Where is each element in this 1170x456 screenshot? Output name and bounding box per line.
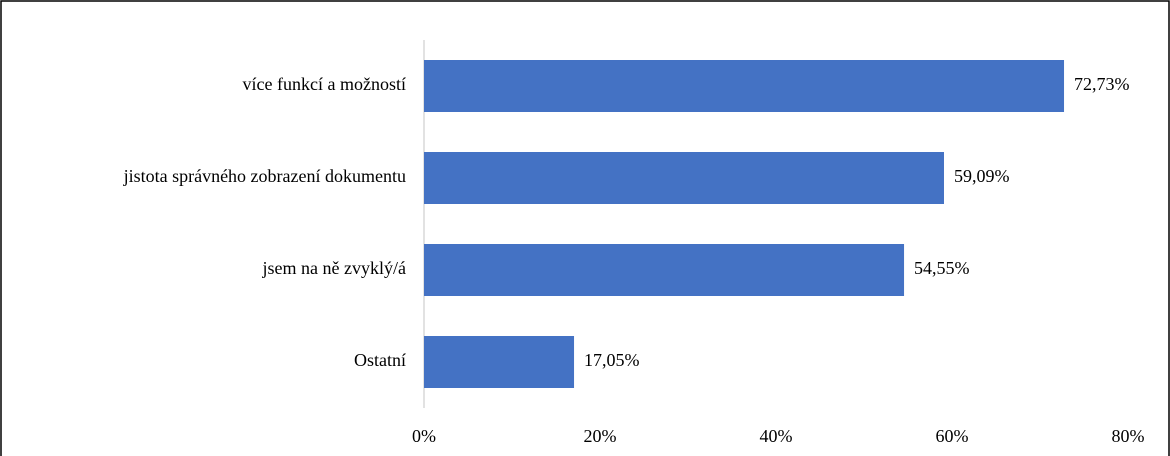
bar [424, 336, 575, 388]
bar [424, 244, 905, 296]
bar [424, 152, 944, 204]
y-tick-label: Ostatní [354, 350, 406, 370]
x-tick-label: 80% [1112, 426, 1145, 446]
y-tick-label: jistota správného zobrazení dokumentu [123, 166, 406, 186]
data-label: 17,05% [584, 350, 640, 370]
y-tick-label: více funkcí a možností [243, 74, 406, 94]
x-tick-label: 0% [412, 426, 436, 446]
x-tick-label: 20% [584, 426, 617, 446]
x-tick-label: 40% [760, 426, 793, 446]
data-label: 72,73% [1074, 74, 1130, 94]
bar [424, 60, 1065, 112]
x-tick-label: 60% [936, 426, 969, 446]
y-tick-label: jsem na ně zvyklý/á [262, 258, 406, 278]
data-label: 54,55% [914, 258, 970, 278]
data-label: 59,09% [954, 166, 1010, 186]
